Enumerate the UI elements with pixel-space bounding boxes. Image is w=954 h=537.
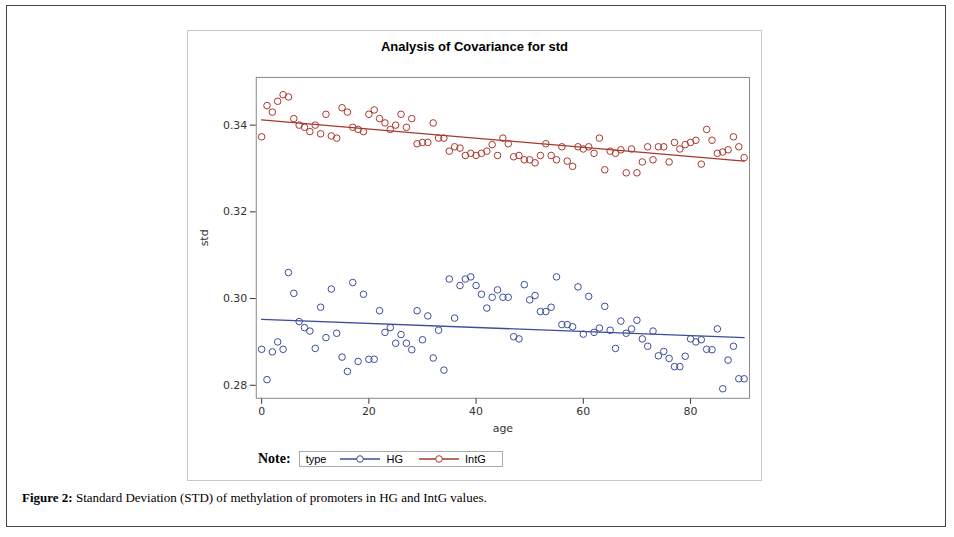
svg-text:0: 0 bbox=[258, 405, 265, 418]
svg-text:0.34: 0.34 bbox=[223, 119, 247, 132]
html-text:IntG: IntG bbox=[465, 453, 486, 465]
svg-text:0.32: 0.32 bbox=[223, 205, 247, 218]
svg-text:0.30: 0.30 bbox=[223, 292, 247, 305]
svg-text:0.28: 0.28 bbox=[223, 379, 247, 392]
html-text:Note:: Note: bbox=[258, 451, 291, 466]
svg-text:80: 80 bbox=[684, 405, 698, 418]
svg-text:20: 20 bbox=[362, 405, 376, 418]
svg-text:60: 60 bbox=[576, 405, 590, 418]
svg-text:age: age bbox=[493, 422, 514, 435]
html-text:Figure 2: Standard Deviation (: Figure 2: Standard Deviation (STD) of me… bbox=[22, 490, 487, 505]
svg-text:40: 40 bbox=[469, 405, 483, 418]
html-text:type: type bbox=[305, 453, 327, 465]
html-text:HG: HG bbox=[386, 453, 403, 465]
html-text:Analysis of Covariance for std: Analysis of Covariance for std bbox=[380, 39, 569, 54]
svg-text:std: std bbox=[198, 229, 211, 246]
